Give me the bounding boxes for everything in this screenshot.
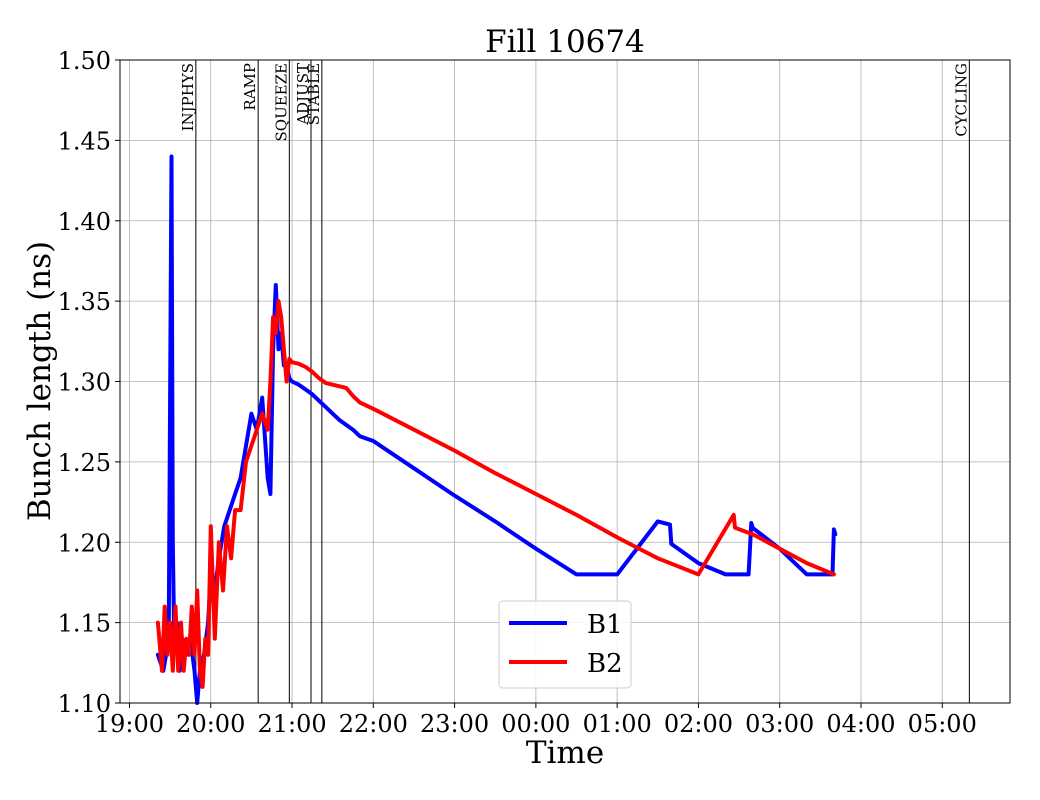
series-line-b1 (155, 154, 838, 705)
x-axis-label: Time (526, 735, 604, 771)
x-tick-label: 00:00 (501, 710, 570, 738)
mode-marker-label: INJPHYS (179, 63, 197, 131)
mode-marker-label: RAMP (241, 63, 259, 111)
mode-marker-label: CYCLING (952, 63, 970, 137)
legend: B1 B2 (498, 600, 632, 689)
mode-marker-label: ADJUST (294, 63, 312, 126)
x-tick-label: 04:00 (826, 710, 895, 738)
x-tick-label: 21:00 (257, 710, 326, 738)
y-tick-label: 1.50 (58, 47, 111, 75)
y-tick-labels: 1.10 1.15 1.20 1.25 1.30 1.35 1.40 1.45 1.50 (58, 47, 120, 718)
y-axis-label: Bunch length (ns) (22, 241, 58, 521)
y-tick-label: 1.25 (58, 449, 111, 477)
chart-title: Fill 10674 (485, 24, 645, 60)
y-tick-label: 1.30 (58, 369, 111, 397)
mode-marker-label: SQUEEZE (272, 63, 290, 142)
x-tick-label: 03:00 (745, 710, 814, 738)
y-tick-label: 1.10 (58, 690, 111, 718)
y-tick-label: 1.15 (58, 610, 111, 638)
x-tick-label: 19:00 (95, 710, 164, 738)
x-tick-label: 20:00 (176, 710, 245, 738)
x-tick-labels: 19:00 20:00 21:00 22:00 23:00 00:00 01:00 02:00… (95, 703, 977, 738)
y-tick-label: 1.35 (58, 288, 111, 316)
series-lines (155, 154, 838, 705)
legend-label-b2: B2 (587, 649, 623, 679)
x-tick-label: 23:00 (420, 710, 489, 738)
x-tick-label: 01:00 (583, 710, 652, 738)
legend-label-b1: B1 (587, 610, 623, 640)
y-tick-label: 1.45 (58, 127, 111, 155)
y-tick-label: 1.20 (58, 529, 111, 557)
x-tick-label: 02:00 (664, 710, 733, 738)
series-line-b2 (155, 299, 836, 689)
x-tick-label: 05:00 (908, 710, 977, 738)
x-tick-label: 22:00 (339, 710, 408, 738)
y-tick-label: 1.40 (58, 208, 111, 236)
mode-marker-label: STABLE (305, 63, 323, 125)
